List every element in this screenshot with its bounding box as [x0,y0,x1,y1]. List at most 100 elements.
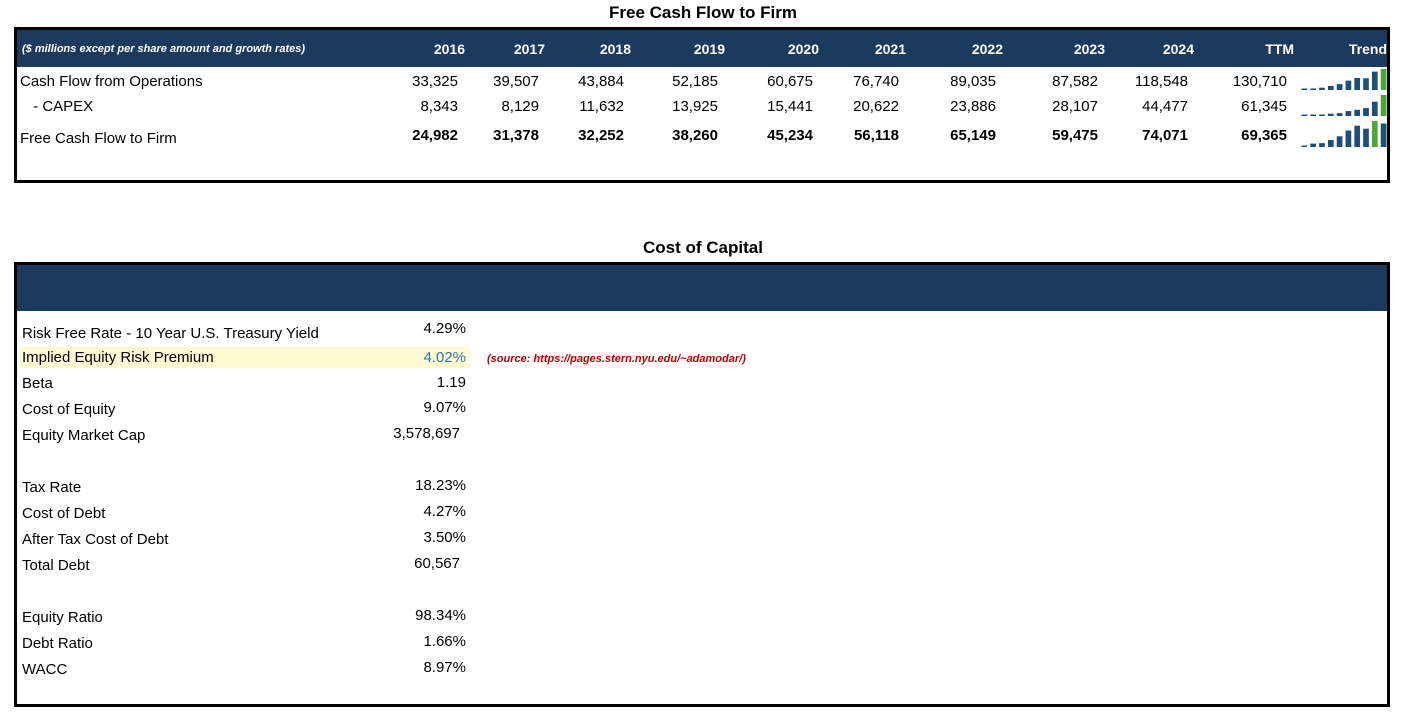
table-cell: 13,925 [672,98,718,115]
spark-bar [1380,95,1387,116]
table-cell: 20,622 [853,98,899,115]
fcf-table: ($ millions except per share amount and … [14,27,1390,183]
coc-table: Risk Free Rate - 10 Year U.S. Treasury Y… [14,262,1390,707]
table-cell: 76,740 [853,73,899,90]
col-2020: 2020 [787,41,819,57]
spark-bar [1371,121,1378,147]
table-cell: 23,886 [950,98,996,115]
table-cell: 61,345 [1241,98,1287,115]
label-tax-rate: Tax Rate [22,479,82,496]
value-equity-risk-premium[interactable]: 4.02% [423,349,466,366]
table-cell: 45,234 [767,127,813,144]
table-cell: 74,071 [1142,127,1188,144]
fcf-header-row: ($ millions except per share amount and … [17,30,1387,67]
value-cost-of-equity: 9.07% [423,399,466,416]
col-2024: 2024 [1162,41,1194,57]
value-cost-of-debt: 4.27% [423,503,466,520]
spark-bar [1371,71,1378,90]
table-cell: 89,035 [950,73,996,90]
label-beta: Beta [22,375,53,392]
spark-bar [1336,136,1343,147]
label-after-tax-cost-of-debt: After Tax Cost of Debt [22,531,169,548]
spark-bar [1301,114,1308,116]
value-total-debt: 60,567 [414,555,460,572]
label-wacc: WACC [22,661,68,678]
label-cost-of-equity: Cost of Equity [22,401,116,418]
table-cell: 52,185 [672,73,718,90]
table-cell: 60,675 [767,73,813,90]
row-label-fcff: Free Cash Flow to Firm [20,130,177,147]
table-cell: 11,632 [579,98,624,115]
col-2021: 2021 [874,41,906,57]
value-after-tax-cost-of-debt: 3.50% [423,529,466,546]
label-equity-ratio: Equity Ratio [22,609,103,626]
col-2017: 2017 [513,41,545,57]
spark-bar [1336,84,1343,90]
table-cell: 32,252 [578,127,624,144]
spark-bar [1310,114,1317,116]
spark-bar [1345,80,1352,90]
trend-sparkline-capex [1301,95,1387,116]
row-label-capex: - CAPEX [29,98,94,115]
spark-bar [1327,85,1334,90]
label-equity-market-cap: Equity Market Cap [22,427,146,444]
spark-bar [1345,111,1352,116]
table-cell: 130,710 [1232,73,1287,90]
spark-bar [1301,145,1308,147]
spark-bar [1319,143,1325,147]
col-ttm: TTM [1265,41,1294,57]
source-note: (source: https://pages.stern.nyu.edu/~ad… [487,353,746,365]
spark-bar [1363,128,1369,147]
value-equity-ratio: 98.34% [415,607,466,624]
table-cell: 65,149 [950,127,996,144]
spark-bar [1380,69,1387,90]
label-debt-ratio: Debt Ratio [22,635,93,652]
units-note: ($ millions except per share amount and … [22,43,306,55]
col-2022: 2022 [971,41,1003,57]
value-risk-free-rate: 4.29% [423,320,466,337]
value-tax-rate: 18.23% [415,477,466,494]
table-cell: 31,378 [493,127,539,144]
col-2023: 2023 [1073,41,1105,57]
spark-bar [1301,88,1308,90]
table-cell: 8,343 [420,98,458,115]
fcf-title: Free Cash Flow to Firm [609,3,797,22]
table-cell: 69,365 [1241,127,1287,144]
table-cell: 39,507 [493,73,539,90]
value-equity-market-cap: 3,578,697 [393,425,460,442]
label-total-debt: Total Debt [22,557,90,574]
value-beta: 1.19 [436,374,466,391]
coc-header-row [17,265,1387,311]
erp-highlight [20,347,470,368]
spark-bar [1371,101,1378,116]
col-2019: 2019 [693,41,725,57]
spark-bar [1336,113,1343,116]
spark-bar [1345,130,1352,147]
table-cell: 87,582 [1052,73,1098,90]
spark-bar [1310,88,1317,90]
col-trend: Trend [1348,41,1387,57]
spark-bar [1319,87,1325,90]
value-wacc: 8.97% [423,659,466,676]
spark-bar [1380,123,1387,147]
spark-bar [1354,109,1361,116]
table-cell: 56,118 [853,127,899,144]
trend-sparkline-fcff [1301,121,1387,147]
table-cell: 118,548 [1134,73,1188,90]
trend-sparkline-cfo [1301,69,1387,90]
label-cost-of-debt: Cost of Debt [22,505,106,522]
table-cell: 38,260 [672,127,718,144]
table-cell: 33,325 [412,73,458,90]
table-cell: 43,884 [578,73,624,90]
table-cell: 8,129 [501,98,539,115]
table-cell: 28,107 [1052,98,1098,115]
spark-bar [1354,125,1361,147]
table-cell: 15,441 [767,98,813,115]
label-risk-free-rate: Risk Free Rate - 10 Year U.S. Treasury Y… [22,325,319,342]
value-debt-ratio: 1.66% [423,633,466,650]
spark-bar [1363,78,1369,90]
spark-bar [1310,143,1317,147]
label-equity-risk-premium: Implied Equity Risk Premium [22,349,214,366]
coc-title: Cost of Capital [643,238,763,257]
row-label-cfo: Cash Flow from Operations [20,73,203,90]
